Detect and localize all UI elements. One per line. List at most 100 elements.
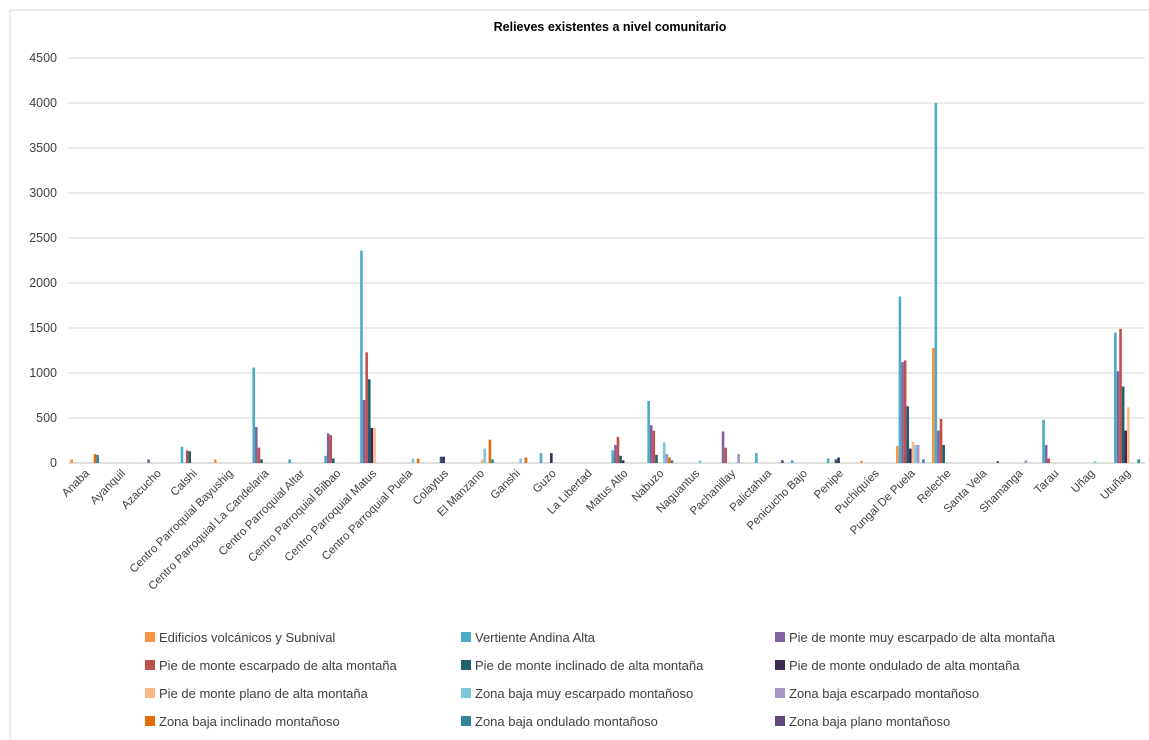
legend-swatch [775, 716, 785, 726]
legend-label: Pie de monte plano de alta montaña [159, 686, 369, 701]
legend-swatch [461, 660, 471, 670]
x-category-label: Uñag [1069, 468, 1097, 496]
legend-swatch [461, 632, 471, 642]
bar [1116, 371, 1120, 463]
bar [619, 455, 622, 463]
legend-label: Vertiente Andina Alta [475, 630, 596, 645]
bar [916, 445, 920, 463]
bar [1121, 386, 1125, 463]
legend-swatch [145, 688, 155, 698]
bar [326, 433, 330, 463]
legend-swatch [775, 688, 785, 698]
bar [365, 352, 368, 463]
legend-label: Pie de monte escarpado de alta montaña [159, 658, 398, 673]
legend-swatch [775, 660, 785, 670]
x-category-label: Azacucho [120, 468, 164, 512]
bar [996, 461, 1000, 463]
legend-label: Pie de monte muy escarpado de alta monta… [789, 630, 1056, 645]
bar [934, 103, 938, 463]
bar [937, 430, 940, 463]
bar [909, 448, 912, 463]
bar [922, 459, 925, 463]
x-category-label: Ganshi [489, 468, 523, 502]
bar [93, 454, 97, 463]
bar [649, 425, 653, 463]
bar [1047, 458, 1051, 463]
bar [373, 427, 376, 463]
legend-label: Pie de monte inclinado de alta montaña [475, 658, 704, 673]
x-category-label: Penipe [812, 468, 846, 502]
bar [655, 454, 658, 463]
bar [439, 456, 443, 463]
bar [621, 460, 625, 463]
legend-swatch [145, 716, 155, 726]
bar [491, 459, 494, 463]
bar [914, 445, 917, 463]
bar [906, 406, 910, 463]
bar [911, 441, 915, 463]
x-category-label: Utuñag [1098, 468, 1133, 503]
bar [360, 250, 363, 463]
x-category-label: Pungal De Puela [848, 467, 918, 537]
bar [1042, 419, 1045, 463]
legend-label: Zona baja muy escarpado montañoso [475, 686, 693, 701]
bar [188, 451, 192, 463]
legend-label: Edificios volcánicos y Subnival [159, 630, 335, 645]
bar [367, 379, 371, 463]
legend-label: Zona baja escarpado montañoso [789, 686, 979, 701]
bar [1124, 430, 1128, 463]
x-category-label: Calshi [169, 468, 200, 499]
legend: Edificios volcánicos y Subnival Vertiente… [145, 630, 1056, 729]
bar [652, 430, 656, 463]
chart-title: Relieves existentes a nivel comunitario [494, 20, 727, 34]
bar [255, 427, 258, 463]
y-tick-label: 1500 [29, 321, 57, 335]
bar [896, 445, 899, 463]
bar [1137, 459, 1141, 463]
bar [488, 439, 492, 463]
bar [737, 454, 740, 463]
y-tick-label: 2500 [29, 231, 57, 245]
bar [442, 456, 445, 463]
bar [837, 457, 840, 463]
bar [480, 459, 484, 463]
bar [790, 460, 794, 463]
bar [370, 427, 374, 463]
bar [662, 442, 666, 463]
bar [668, 457, 671, 463]
bar [483, 448, 487, 463]
bar [665, 454, 669, 463]
bar [147, 459, 150, 463]
bar [213, 459, 217, 463]
bar [611, 450, 615, 463]
bar [860, 460, 863, 463]
bar [519, 458, 522, 463]
bar [252, 367, 256, 463]
legend-label: Pie de monte ondulado de alta montaña [789, 658, 1020, 673]
bar [539, 453, 543, 463]
bar [257, 447, 261, 463]
bar [898, 296, 902, 463]
legend-swatch [461, 716, 471, 726]
bars [70, 103, 1141, 463]
x-category-label: Anaba [60, 467, 92, 499]
y-tick-label: 3500 [29, 141, 57, 155]
bar [670, 460, 674, 463]
bar [939, 418, 943, 463]
bar [781, 460, 784, 463]
bar [755, 453, 758, 463]
bar [524, 457, 528, 463]
bar [70, 459, 73, 463]
bar [180, 446, 184, 463]
bar [1127, 407, 1130, 463]
legend-swatch [775, 632, 785, 642]
bar [411, 458, 415, 463]
legend-swatch [461, 688, 471, 698]
x-category-label: Tarau [1033, 468, 1062, 497]
bar [332, 458, 335, 463]
legend-label: Zona baja inclinado montañoso [159, 714, 340, 729]
bar [550, 453, 553, 463]
bar [329, 435, 333, 463]
